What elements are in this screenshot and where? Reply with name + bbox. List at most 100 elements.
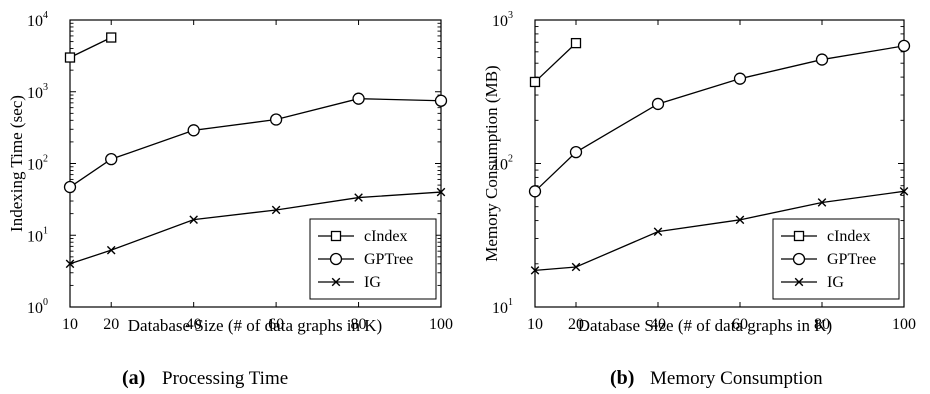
x-tick-label: 80 [351, 316, 367, 333]
marker-cindex [529, 76, 541, 88]
legend-label-gptree: GPTree [827, 251, 876, 268]
marker-gptree [329, 252, 343, 266]
y-tick-exponent: 1 [508, 297, 513, 308]
marker-gptree [733, 72, 747, 85]
marker-ig [106, 245, 116, 255]
marker-cindex [570, 37, 582, 49]
legend-label-gptree: GPTree [364, 251, 413, 268]
marker-ig [331, 277, 341, 287]
y-tick-base: 10 [27, 13, 43, 30]
marker-gptree [352, 92, 365, 105]
marker-ig [530, 266, 540, 275]
marker-gptree [434, 94, 448, 107]
marker-gptree [187, 124, 200, 137]
marker-gptree [651, 97, 665, 111]
marker-cindex [64, 52, 76, 63]
x-axis-label: Database Size (# of data graphs in K) [578, 316, 832, 335]
marker-gptree [528, 185, 542, 198]
y-tick-exponent: 3 [43, 82, 48, 93]
y-tick-label: 103 [27, 82, 48, 102]
series-gptree [528, 39, 911, 198]
y-axis-label: Indexing Time (sec) [7, 95, 26, 232]
x-tick-label: 60 [732, 316, 748, 333]
marker-ig [653, 227, 663, 236]
series-line-ig [534, 190, 905, 272]
caption-text: Processing Time [162, 368, 288, 389]
y-tick-label: 100 [27, 297, 48, 317]
y-tick-base: 10 [492, 300, 508, 317]
marker-gptree [105, 152, 118, 166]
legend-label-cindex: cIndex [364, 228, 408, 245]
y-tick-label: 104 [27, 10, 48, 30]
y-tick-label: 103 [492, 10, 513, 30]
marker-ig [794, 277, 804, 287]
x-tick-label: 80 [814, 316, 830, 333]
y-tick-label: 101 [27, 225, 48, 245]
x-tick-label: 10 [62, 316, 78, 333]
caption-letter: (b) [610, 367, 634, 389]
y-tick-exponent: 2 [43, 154, 48, 165]
marker-gptree [63, 180, 77, 194]
marker-ig [436, 187, 446, 197]
marker-gptree [269, 113, 283, 126]
marker-ig [354, 193, 363, 202]
y-tick-base: 10 [27, 157, 43, 174]
y-tick-label: 102 [492, 154, 513, 174]
x-tick-label: 100 [429, 316, 453, 333]
y-tick-base: 10 [492, 13, 508, 30]
series-ig [65, 187, 446, 269]
caption-letter: (a) [122, 367, 145, 389]
marker-cindex [793, 230, 805, 242]
marker-ig [189, 215, 198, 224]
marker-cindex [330, 230, 342, 242]
series-line-cindex [534, 42, 577, 83]
y-tick-base: 10 [27, 300, 43, 317]
x-tick-label: 20 [103, 316, 119, 333]
series-line-gptree [534, 45, 905, 192]
y-tick-label: 102 [27, 154, 48, 174]
x-axis-label: Database Size (# of data graphs in K) [128, 316, 382, 335]
caption-text: Memory Consumption [650, 368, 823, 389]
legend-label-ig: IG [364, 274, 381, 291]
marker-ig [899, 187, 909, 196]
series-line-cindex [69, 36, 112, 59]
marker-ig [65, 259, 75, 269]
marker-ig [271, 205, 281, 215]
y-tick-exponent: 2 [508, 154, 513, 165]
marker-gptree [815, 53, 829, 66]
x-tick-label: 60 [268, 316, 284, 333]
series-line-ig [69, 191, 442, 265]
legend-label-cindex: cIndex [827, 228, 871, 245]
y-tick-label: 101 [492, 297, 513, 317]
series-cindex [64, 32, 117, 63]
series-gptree [63, 92, 448, 194]
y-tick-exponent: 0 [43, 297, 48, 308]
y-tick-base: 10 [492, 157, 508, 174]
y-tick-base: 10 [27, 85, 43, 102]
x-tick-label: 10 [527, 316, 543, 333]
legend-label-ig: IG [827, 274, 844, 291]
marker-gptree [792, 252, 806, 266]
y-axis-label: Memory Consumption (MB) [482, 65, 501, 261]
y-tick-exponent: 1 [43, 225, 48, 236]
marker-ig [571, 262, 581, 272]
y-tick-base: 10 [27, 228, 43, 245]
series-cindex [529, 37, 582, 88]
marker-ig [817, 198, 827, 207]
legend: cIndex GPTree IG [772, 218, 900, 300]
x-tick-label: 40 [650, 316, 666, 333]
marker-ig [735, 215, 745, 225]
y-tick-exponent: 4 [43, 10, 48, 21]
x-tick-label: 100 [892, 316, 916, 333]
x-tick-label: 40 [186, 316, 202, 333]
legend: cIndex GPTree IG [309, 218, 437, 300]
y-tick-exponent: 3 [508, 10, 513, 21]
marker-gptree [569, 145, 583, 159]
series-ig [530, 187, 909, 275]
marker-cindex [106, 32, 117, 43]
series-line-gptree [69, 98, 442, 188]
x-tick-label: 20 [568, 316, 584, 333]
